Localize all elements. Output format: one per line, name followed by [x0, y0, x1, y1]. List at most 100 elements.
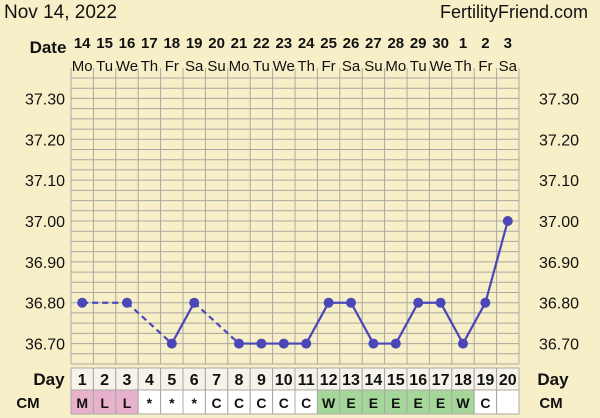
date-label: 19 — [186, 35, 203, 52]
weekday-label: Th — [297, 58, 315, 75]
day-number: 14 — [365, 372, 383, 389]
y-tick-label-left: 37.00 — [25, 214, 65, 231]
weekday-label: Fr — [165, 58, 179, 75]
day-number: 16 — [409, 372, 427, 389]
y-tick-label-right: 37.30 — [539, 91, 579, 108]
cm-value: * — [169, 395, 175, 411]
temp-line — [305, 302, 330, 345]
day-number: 11 — [298, 372, 315, 389]
day-row-label: Day — [33, 370, 65, 389]
date-row-label: Date — [30, 38, 67, 57]
temp-line — [394, 302, 420, 345]
day-number: 2 — [100, 372, 109, 389]
cm-value: C — [256, 395, 266, 411]
cm-value: E — [414, 395, 423, 411]
temp-line-dashed — [193, 301, 240, 345]
day-row-label-right: Day — [537, 370, 569, 389]
date-label: 14 — [74, 35, 91, 52]
temp-point — [122, 297, 132, 308]
date-label: 2 — [481, 35, 489, 52]
weekday-label: Mo — [72, 58, 93, 75]
date-label: 25 — [320, 35, 337, 52]
weekday-label: We — [273, 58, 295, 75]
day-number: 17 — [432, 372, 450, 389]
day-number: 1 — [78, 372, 87, 389]
temp-point — [390, 338, 401, 349]
y-tick-label-left: 36.70 — [25, 337, 65, 354]
date-label: 15 — [96, 35, 113, 52]
date-label: 3 — [504, 35, 512, 52]
day-number: 6 — [190, 372, 199, 389]
weekday-label: Mo — [229, 58, 250, 75]
y-tick-label-right: 36.70 — [539, 337, 579, 354]
day-number: 9 — [257, 372, 266, 389]
temp-line-dashed — [126, 301, 173, 345]
date-label: 29 — [410, 35, 427, 52]
temp-line — [439, 302, 464, 345]
temp-point — [256, 338, 267, 349]
cm-cell — [496, 389, 520, 415]
weekday-label: Su — [207, 58, 225, 75]
cm-value: C — [301, 395, 311, 411]
y-tick-label-right: 37.00 — [539, 214, 579, 231]
date-label: 21 — [231, 35, 248, 52]
site-name: FertilityFriend.com — [439, 2, 588, 22]
temp-point — [368, 338, 379, 349]
cm-value: * — [191, 395, 197, 411]
weekday-label: Mo — [385, 58, 406, 75]
day-number: 12 — [320, 372, 338, 389]
date-label: 30 — [432, 35, 449, 52]
cm-value: E — [436, 395, 445, 411]
day-number: 10 — [275, 372, 293, 389]
temp-point — [346, 297, 356, 308]
weekday-label: Sa — [342, 58, 361, 75]
temp-line — [484, 220, 509, 304]
day-number: 7 — [212, 372, 221, 389]
date-label: 17 — [141, 35, 158, 52]
y-tick-label-right: 36.80 — [539, 296, 579, 313]
temp-point — [458, 338, 468, 349]
temp-point — [480, 297, 491, 308]
day-number: 4 — [145, 372, 154, 389]
day-number: 13 — [342, 372, 360, 389]
cm-value: C — [234, 395, 244, 411]
weekday-label: Su — [364, 58, 382, 75]
date-label: 1 — [459, 35, 467, 52]
weekday-label: Fr — [478, 58, 492, 75]
temp-point — [166, 338, 177, 349]
weekday-label: Tu — [96, 58, 113, 75]
temp-point — [234, 338, 244, 349]
y-tick-label-right: 37.10 — [539, 173, 579, 190]
day-number: 18 — [454, 372, 472, 389]
cm-value: E — [346, 395, 355, 411]
y-tick-label-right: 36.90 — [539, 255, 579, 272]
temp-line — [350, 302, 375, 345]
day-number: 8 — [235, 372, 244, 389]
weekday-label: Fr — [322, 58, 336, 75]
temp-point — [413, 297, 424, 308]
cm-value: E — [369, 395, 378, 411]
date-label: 24 — [298, 35, 315, 52]
weekday-label: We — [116, 58, 138, 75]
weekday-label: Tu — [253, 58, 270, 75]
cm-value: M — [76, 395, 88, 411]
cm-value: * — [147, 395, 153, 411]
date-label: 18 — [163, 35, 180, 52]
temp-point — [189, 297, 200, 308]
y-tick-label-left: 37.10 — [25, 173, 65, 190]
temp-point — [77, 297, 88, 308]
y-tick-label-left: 37.20 — [25, 132, 65, 149]
date-label: 28 — [387, 35, 404, 52]
weekday-label: Sa — [185, 58, 204, 75]
weekday-label: Th — [141, 58, 159, 75]
temp-point — [278, 338, 289, 349]
day-number: 3 — [123, 372, 132, 389]
day-number: 15 — [387, 372, 405, 389]
temp-line — [170, 302, 196, 345]
y-tick-label-right: 37.20 — [539, 132, 579, 149]
temp-point — [323, 297, 334, 308]
chart-date: Nov 14, 2022 — [4, 2, 118, 23]
cm-value: W — [322, 395, 336, 411]
temp-line — [462, 302, 487, 345]
